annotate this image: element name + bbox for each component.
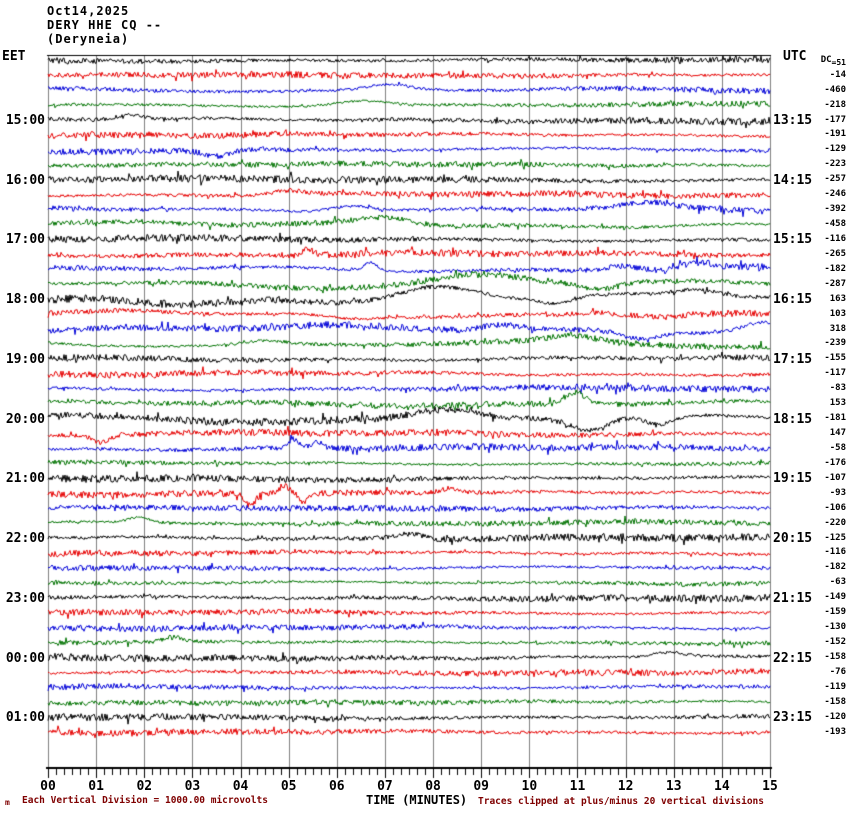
dc-offset-value: -117 bbox=[824, 368, 846, 379]
minute-tick-label: 06 bbox=[328, 779, 345, 794]
dc-offset-value: -265 bbox=[824, 248, 846, 259]
dc-offset-value: -125 bbox=[824, 532, 846, 543]
utc-hour-label: 16:15 bbox=[773, 292, 813, 308]
eet-hour-label: 22:00 bbox=[5, 531, 45, 547]
dc-offset-value: -129 bbox=[824, 144, 846, 155]
minute-tick-label: 08 bbox=[425, 779, 441, 794]
minute-tick-label: 05 bbox=[280, 779, 297, 794]
dc-offset-value: -257 bbox=[824, 174, 846, 185]
minute-tick-label: 00 bbox=[40, 779, 56, 794]
vertical-scale-note: Each Vertical Division = 1000.00 microvo… bbox=[22, 795, 268, 806]
dc-offset-value: -120 bbox=[824, 711, 846, 722]
eet-hour-label: 01:00 bbox=[5, 710, 45, 726]
dc-offset-value: -58 bbox=[829, 442, 846, 453]
utc-hour-label: 14:15 bbox=[773, 172, 813, 188]
dc-offset-value: -223 bbox=[824, 159, 846, 170]
eet-hour-label: 17:00 bbox=[5, 232, 45, 248]
dc-offset-value: DC=51 bbox=[820, 54, 846, 67]
dc-offset-value: 318 bbox=[829, 323, 846, 334]
dc-offset-value: -191 bbox=[824, 129, 846, 140]
utc-hour-label: 20:15 bbox=[773, 531, 813, 547]
eet-hour-label: 00:00 bbox=[5, 650, 45, 666]
utc-hour-label: 18:15 bbox=[773, 411, 813, 427]
minute-tick-label: 09 bbox=[473, 779, 490, 794]
dc-offset-value: -220 bbox=[824, 517, 846, 528]
utc-hour-label: 23:15 bbox=[773, 710, 813, 726]
plot-date: Oct14,2025 bbox=[47, 4, 130, 18]
dc-offset-value: -106 bbox=[824, 502, 846, 513]
minute-tick-label: 14 bbox=[714, 779, 730, 794]
station-title: DERY HHE CQ -- bbox=[47, 18, 163, 32]
dc-offset-value: -176 bbox=[824, 457, 846, 468]
eet-hour-label: 20:00 bbox=[5, 411, 45, 427]
dc-offset-value: -152 bbox=[824, 637, 846, 648]
eet-hour-label: 21:00 bbox=[5, 471, 45, 487]
dc-offset-value: -392 bbox=[824, 204, 846, 215]
dc-offset-value: -93 bbox=[829, 487, 846, 498]
eet-hour-label: 16:00 bbox=[5, 172, 45, 188]
dc-offset-value: -218 bbox=[824, 99, 846, 110]
dc-offset-value: 163 bbox=[829, 293, 846, 304]
station-location: (Deryneia) bbox=[47, 32, 130, 46]
clipping-note: Traces clipped at plus/minus 20 vertical… bbox=[478, 796, 764, 807]
eet-hour-label: 18:00 bbox=[5, 292, 45, 308]
dc-offset-value: -239 bbox=[824, 338, 846, 349]
dc-offset-value: -182 bbox=[824, 263, 846, 274]
dc-offset-value: -159 bbox=[824, 607, 846, 618]
dc-offset-value: -63 bbox=[829, 577, 846, 588]
minute-tick-label: 12 bbox=[617, 779, 634, 794]
dc-offset-value: -246 bbox=[824, 189, 846, 200]
x-axis-title: TIME (MINUTES) bbox=[366, 793, 468, 807]
dc-offset-value: -83 bbox=[829, 383, 846, 394]
corner-mark: m bbox=[5, 798, 10, 807]
dc-offset-value: -287 bbox=[824, 278, 846, 289]
dc-offset-value: -116 bbox=[824, 233, 846, 244]
dc-offset-value: 153 bbox=[829, 398, 846, 409]
dc-offset-value: 103 bbox=[829, 308, 846, 319]
dc-offset-value: -116 bbox=[824, 547, 846, 558]
dc-offset-value: -149 bbox=[824, 592, 846, 603]
minute-tick-label: 15 bbox=[762, 779, 778, 794]
dc-offset-value: -107 bbox=[824, 472, 846, 483]
dc-offset-value: -193 bbox=[824, 726, 846, 737]
dc-offset-value: -177 bbox=[824, 114, 846, 125]
dc-offset-value: -155 bbox=[824, 353, 846, 364]
dc-offset-value: -182 bbox=[824, 562, 846, 573]
utc-hour-label: 22:15 bbox=[773, 650, 813, 666]
dc-offset-value: -158 bbox=[824, 652, 846, 662]
eet-hour-label: 23:00 bbox=[5, 590, 45, 606]
utc-hour-label: 19:15 bbox=[773, 471, 813, 487]
eet-hour-label: 15:00 bbox=[5, 113, 45, 129]
right-timezone-label: UTC bbox=[783, 49, 807, 64]
utc-hour-label: 15:15 bbox=[773, 232, 813, 248]
minute-tick-label: 04 bbox=[232, 779, 249, 794]
minute-tick-label: 11 bbox=[569, 779, 586, 794]
dc-offset-value: -76 bbox=[829, 666, 846, 677]
dc-offset-value: -458 bbox=[824, 219, 846, 230]
minute-tick-label: 10 bbox=[521, 779, 538, 794]
left-timezone-label: EET bbox=[2, 49, 26, 64]
dc-offset-value: -14 bbox=[829, 69, 846, 80]
dc-offset-value: 147 bbox=[829, 428, 846, 439]
utc-hour-label: 13:15 bbox=[773, 113, 813, 129]
minute-tick-label: 01 bbox=[88, 779, 104, 794]
dc-offset-value: -181 bbox=[824, 413, 846, 424]
eet-hour-label: 19:00 bbox=[5, 351, 45, 367]
minute-tick-label: 02 bbox=[136, 779, 153, 794]
dc-offset-value: -460 bbox=[824, 84, 846, 95]
minute-tick-label: 13 bbox=[665, 779, 682, 794]
dc-offset-value: -119 bbox=[824, 681, 846, 692]
minute-tick-label: 03 bbox=[184, 779, 201, 794]
dc-offset-value: -158 bbox=[824, 696, 846, 707]
minute-tick-label: 07 bbox=[377, 779, 393, 794]
utc-hour-label: 21:15 bbox=[773, 590, 813, 606]
utc-hour-label: 17:15 bbox=[773, 351, 813, 367]
dc-offset-value: -130 bbox=[824, 622, 846, 633]
